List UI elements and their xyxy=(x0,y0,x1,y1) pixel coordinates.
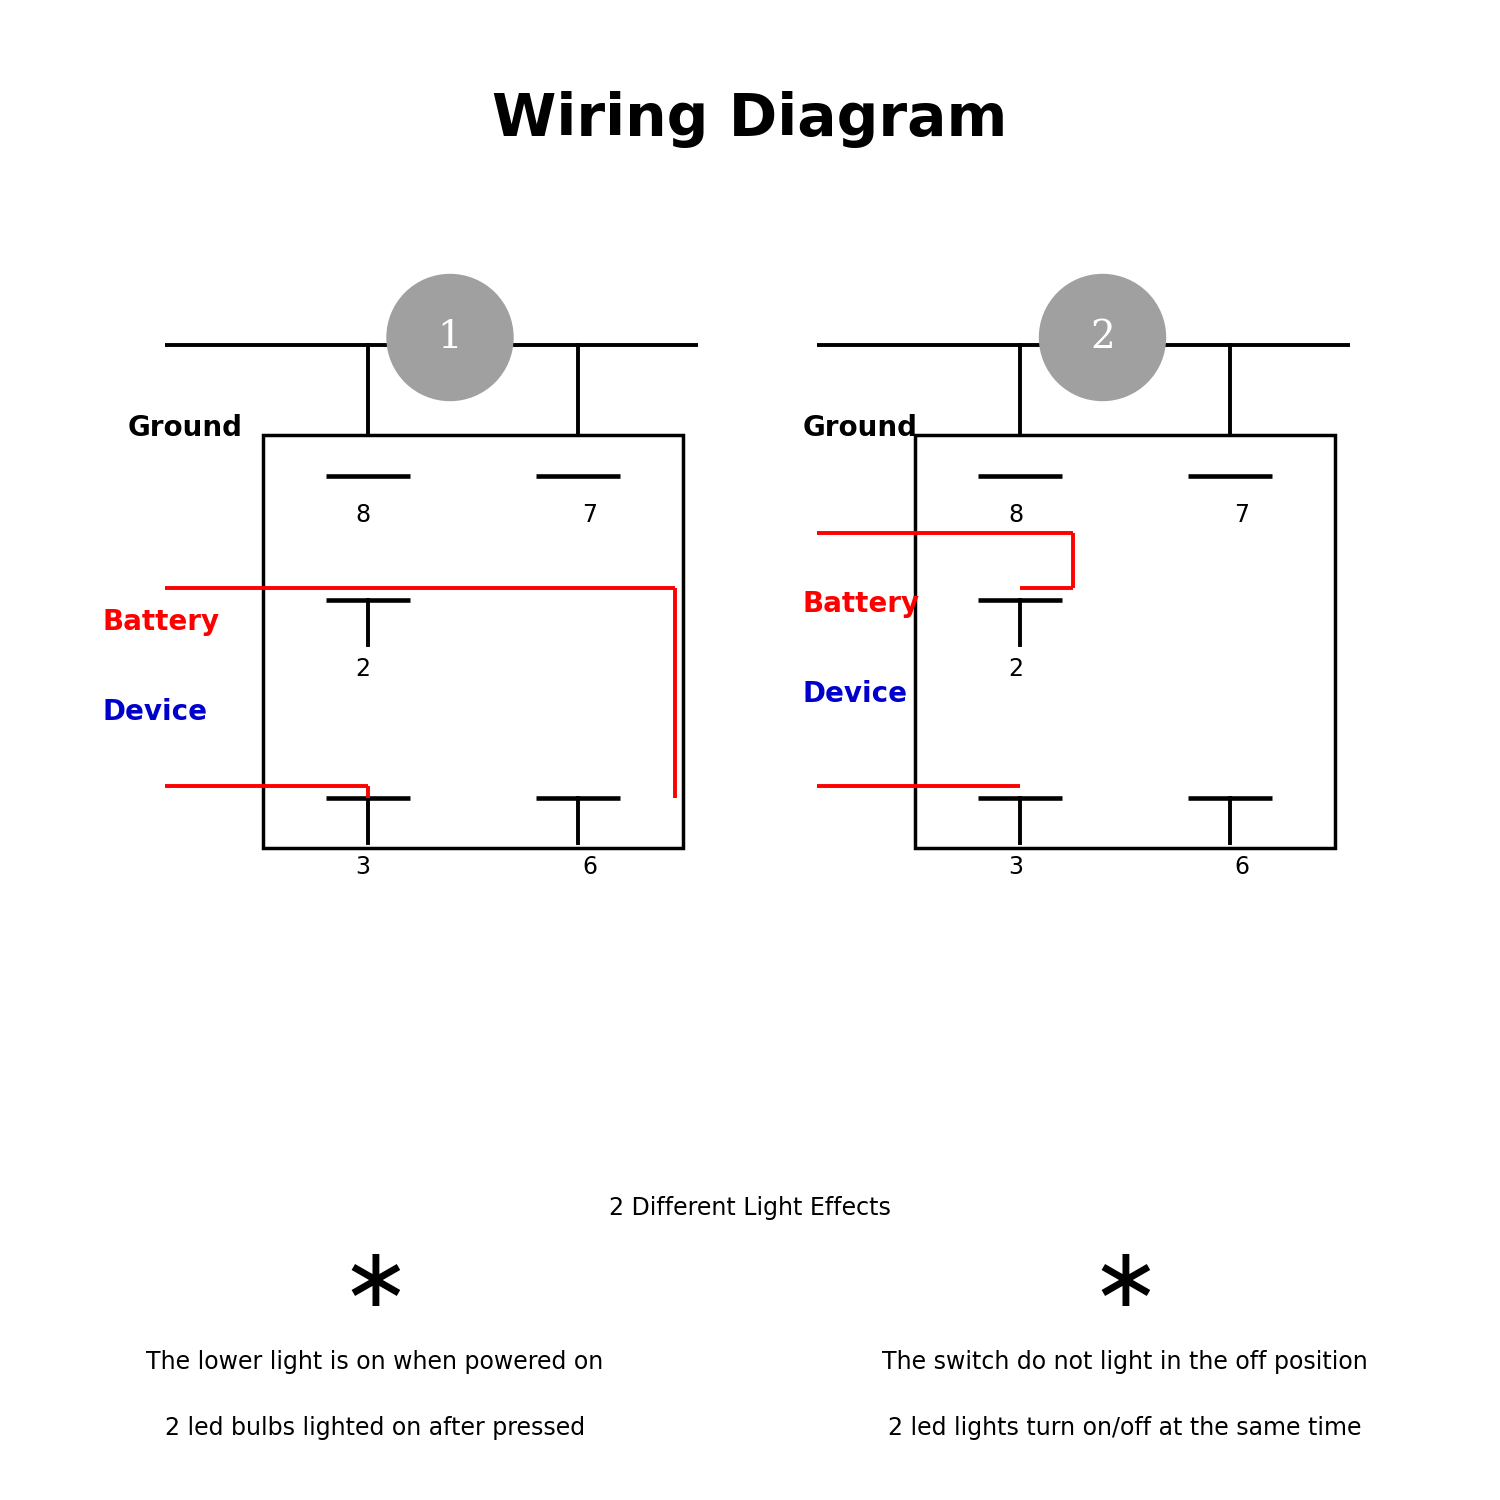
Text: Wiring Diagram: Wiring Diagram xyxy=(492,92,1008,148)
Text: 3: 3 xyxy=(1008,855,1023,879)
Text: ∗: ∗ xyxy=(1090,1242,1160,1323)
Circle shape xyxy=(387,274,513,400)
Text: 2: 2 xyxy=(356,657,370,681)
Text: BACAUTOPARTS: BACAUTOPARTS xyxy=(1076,656,1174,669)
Text: 2 Different Light Effects: 2 Different Light Effects xyxy=(609,1196,891,1219)
Text: 6: 6 xyxy=(582,855,597,879)
Text: 7: 7 xyxy=(1234,504,1250,528)
Text: 1: 1 xyxy=(438,320,462,356)
Text: 2: 2 xyxy=(1090,320,1114,356)
Text: 2: 2 xyxy=(1008,657,1023,681)
Circle shape xyxy=(1040,274,1166,400)
Bar xyxy=(262,435,682,847)
Text: Device: Device xyxy=(802,681,907,708)
Text: 2 led lights turn on/off at the same time: 2 led lights turn on/off at the same tim… xyxy=(888,1416,1362,1440)
Text: ∗: ∗ xyxy=(340,1242,410,1323)
Text: 7: 7 xyxy=(582,504,597,528)
Bar xyxy=(915,435,1335,847)
Text: Ground: Ground xyxy=(128,414,243,441)
Text: BACAUTOPARTS: BACAUTOPARTS xyxy=(423,656,522,669)
Text: The lower light is on when powered on: The lower light is on when powered on xyxy=(147,1350,603,1374)
Text: Device: Device xyxy=(102,699,207,726)
Text: 3: 3 xyxy=(356,855,370,879)
Text: Battery: Battery xyxy=(102,609,219,636)
Text: 8: 8 xyxy=(356,504,370,528)
Text: 8: 8 xyxy=(1008,504,1023,528)
Text: Battery: Battery xyxy=(802,591,920,618)
Text: The switch do not light in the off position: The switch do not light in the off posit… xyxy=(882,1350,1368,1374)
Text: 2 led bulbs lighted on after pressed: 2 led bulbs lighted on after pressed xyxy=(165,1416,585,1440)
Text: 6: 6 xyxy=(1234,855,1250,879)
Text: Ground: Ground xyxy=(802,414,918,441)
